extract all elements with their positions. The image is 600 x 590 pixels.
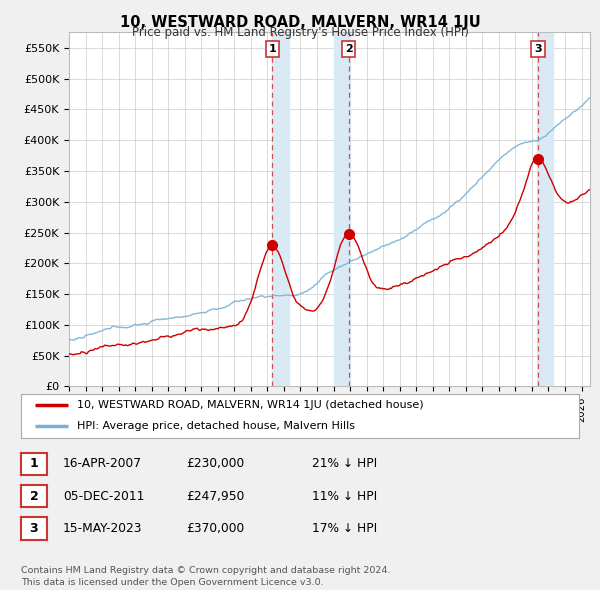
Text: 21% ↓ HPI: 21% ↓ HPI — [312, 457, 377, 470]
Text: 16-APR-2007: 16-APR-2007 — [63, 457, 142, 470]
Text: 10, WESTWARD ROAD, MALVERN, WR14 1JU (detached house): 10, WESTWARD ROAD, MALVERN, WR14 1JU (de… — [77, 401, 424, 411]
Text: 17% ↓ HPI: 17% ↓ HPI — [312, 522, 377, 535]
Bar — [334, 32, 350, 386]
Text: 1: 1 — [268, 44, 276, 54]
Text: 2: 2 — [29, 490, 38, 503]
Text: Contains HM Land Registry data © Crown copyright and database right 2024.
This d: Contains HM Land Registry data © Crown c… — [21, 566, 391, 587]
Text: 15-MAY-2023: 15-MAY-2023 — [63, 522, 143, 535]
Text: £230,000: £230,000 — [186, 457, 244, 470]
Text: £247,950: £247,950 — [186, 490, 244, 503]
Bar — [537, 32, 553, 386]
Bar — [272, 32, 289, 386]
Text: 05-DEC-2011: 05-DEC-2011 — [63, 490, 145, 503]
Text: 3: 3 — [29, 522, 38, 535]
Text: 11% ↓ HPI: 11% ↓ HPI — [312, 490, 377, 503]
Text: 1: 1 — [29, 457, 38, 470]
Text: 3: 3 — [534, 44, 542, 54]
Text: £370,000: £370,000 — [186, 522, 244, 535]
Text: HPI: Average price, detached house, Malvern Hills: HPI: Average price, detached house, Malv… — [77, 421, 355, 431]
Text: 10, WESTWARD ROAD, MALVERN, WR14 1JU: 10, WESTWARD ROAD, MALVERN, WR14 1JU — [119, 15, 481, 30]
Text: Price paid vs. HM Land Registry's House Price Index (HPI): Price paid vs. HM Land Registry's House … — [131, 26, 469, 39]
Text: 2: 2 — [345, 44, 353, 54]
